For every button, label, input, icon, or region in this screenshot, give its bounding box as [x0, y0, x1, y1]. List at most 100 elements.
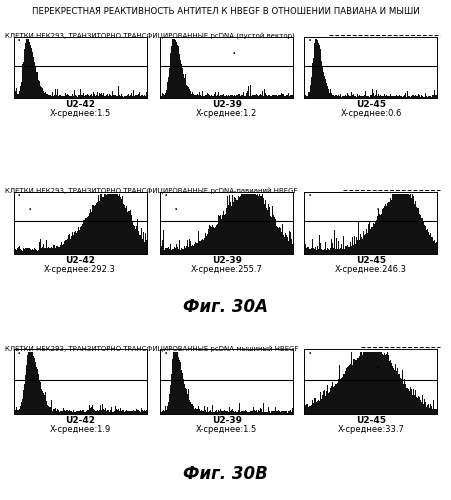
Bar	[341, 244, 342, 254]
Bar	[374, 352, 375, 414]
Bar	[375, 96, 376, 98]
Bar	[53, 248, 54, 254]
Bar	[197, 409, 198, 414]
Bar	[433, 95, 434, 98]
Bar	[67, 240, 68, 254]
Bar	[305, 96, 306, 98]
Bar	[173, 40, 174, 98]
Bar	[114, 410, 115, 414]
Bar	[341, 96, 342, 98]
Bar	[422, 96, 423, 98]
Bar	[409, 96, 410, 98]
Bar	[363, 96, 364, 98]
Bar	[387, 96, 388, 98]
Bar	[190, 241, 191, 254]
Bar	[195, 242, 196, 254]
Bar	[213, 96, 214, 98]
Bar	[56, 246, 57, 254]
Text: X-среднее:1.9: X-среднее:1.9	[50, 425, 110, 434]
Bar	[62, 96, 63, 98]
Bar	[53, 245, 54, 254]
Bar	[70, 96, 71, 98]
Bar	[129, 206, 130, 254]
Bar	[275, 408, 276, 414]
Bar	[109, 94, 110, 98]
Bar	[363, 352, 364, 414]
Bar	[87, 94, 88, 98]
Bar	[217, 224, 218, 254]
Bar	[415, 390, 416, 413]
Bar	[377, 96, 378, 98]
Bar	[403, 194, 404, 254]
Bar	[432, 96, 433, 98]
Bar	[99, 200, 100, 254]
Bar	[398, 194, 399, 254]
Bar	[360, 352, 361, 414]
Bar	[217, 412, 218, 414]
Bar	[211, 96, 212, 98]
Bar	[257, 196, 258, 254]
Bar	[43, 393, 44, 413]
Bar	[98, 195, 99, 254]
Bar	[37, 252, 38, 254]
Bar	[216, 92, 217, 98]
Bar	[74, 232, 75, 254]
Bar	[262, 95, 263, 98]
Bar	[130, 210, 131, 254]
Bar	[66, 95, 67, 98]
Bar	[254, 410, 255, 414]
Bar	[132, 412, 133, 414]
Bar	[264, 89, 265, 98]
Bar	[66, 240, 67, 254]
Bar	[347, 368, 348, 414]
Bar	[278, 94, 279, 98]
Bar	[287, 96, 288, 98]
Bar	[124, 205, 125, 254]
Bar	[268, 204, 269, 254]
Bar	[359, 240, 360, 254]
Bar	[91, 94, 92, 98]
Bar	[69, 410, 70, 414]
Bar	[132, 221, 133, 254]
Bar	[418, 210, 419, 254]
Text: X-среднее:292.3: X-среднее:292.3	[44, 265, 116, 274]
Bar	[143, 96, 144, 98]
Bar	[293, 92, 294, 98]
Bar	[118, 86, 119, 98]
Bar	[210, 229, 211, 254]
Bar	[316, 402, 317, 413]
Bar	[247, 412, 248, 414]
Bar	[44, 396, 45, 413]
Bar	[397, 194, 398, 254]
Bar	[130, 410, 131, 414]
Bar	[179, 58, 180, 98]
Bar	[39, 381, 40, 414]
Bar	[308, 247, 309, 254]
Bar	[17, 94, 18, 98]
Bar	[40, 248, 41, 254]
Bar	[349, 365, 350, 414]
Bar	[55, 410, 56, 414]
Bar	[161, 246, 162, 254]
Bar	[252, 411, 253, 414]
Bar	[353, 359, 354, 414]
Bar	[410, 198, 411, 254]
Bar	[216, 410, 217, 414]
Bar	[116, 194, 117, 254]
Bar	[262, 194, 263, 254]
Bar	[415, 95, 416, 98]
Bar	[71, 96, 72, 98]
Bar	[100, 200, 101, 254]
Bar	[36, 72, 37, 98]
Bar	[101, 194, 102, 254]
Bar	[214, 412, 215, 414]
Bar	[426, 407, 427, 414]
Bar	[111, 96, 112, 98]
Bar	[175, 42, 176, 98]
Bar	[261, 196, 262, 254]
Bar	[324, 76, 325, 98]
Bar	[287, 238, 288, 254]
Bar	[428, 96, 429, 98]
Bar	[242, 412, 243, 414]
Bar	[340, 94, 341, 98]
